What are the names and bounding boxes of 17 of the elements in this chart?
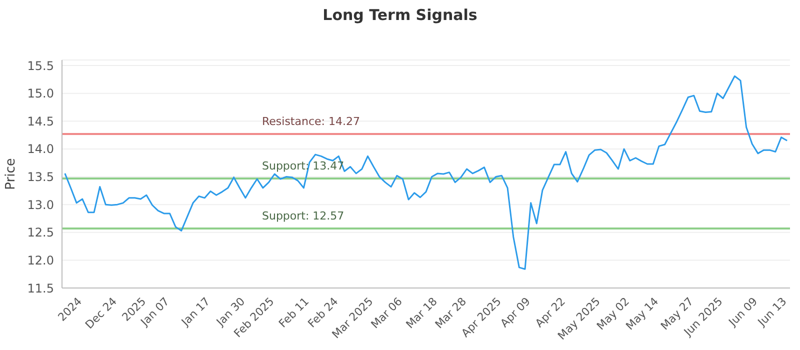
- y-tick-label: 12.0: [27, 253, 54, 268]
- chart-title: Long Term Signals: [322, 6, 478, 24]
- x-tick-label: Dec 24: [82, 294, 120, 332]
- x-tick-label: Jan 17: [178, 294, 213, 330]
- y-tick-label: 13.0: [27, 198, 54, 212]
- ref-line-label: Support: 12.57: [262, 210, 344, 222]
- y-tick-label: 11.5: [27, 281, 54, 296]
- y-tick-label: 13.5: [27, 170, 54, 184]
- line-series: [64, 75, 788, 270]
- y-axis-title: Price: [4, 158, 19, 190]
- ref-line-label: Resistance: 14.27: [262, 114, 360, 128]
- y-tick-label: 15.5: [27, 58, 54, 73]
- y-tick-label: 15.0: [27, 86, 54, 101]
- y-tick-label: 14.0: [27, 142, 54, 156]
- y-tick-label: 14.5: [27, 114, 54, 128]
- x-tick-label: Jun 13: [754, 294, 790, 330]
- y-tick-label: 12.5: [27, 226, 54, 240]
